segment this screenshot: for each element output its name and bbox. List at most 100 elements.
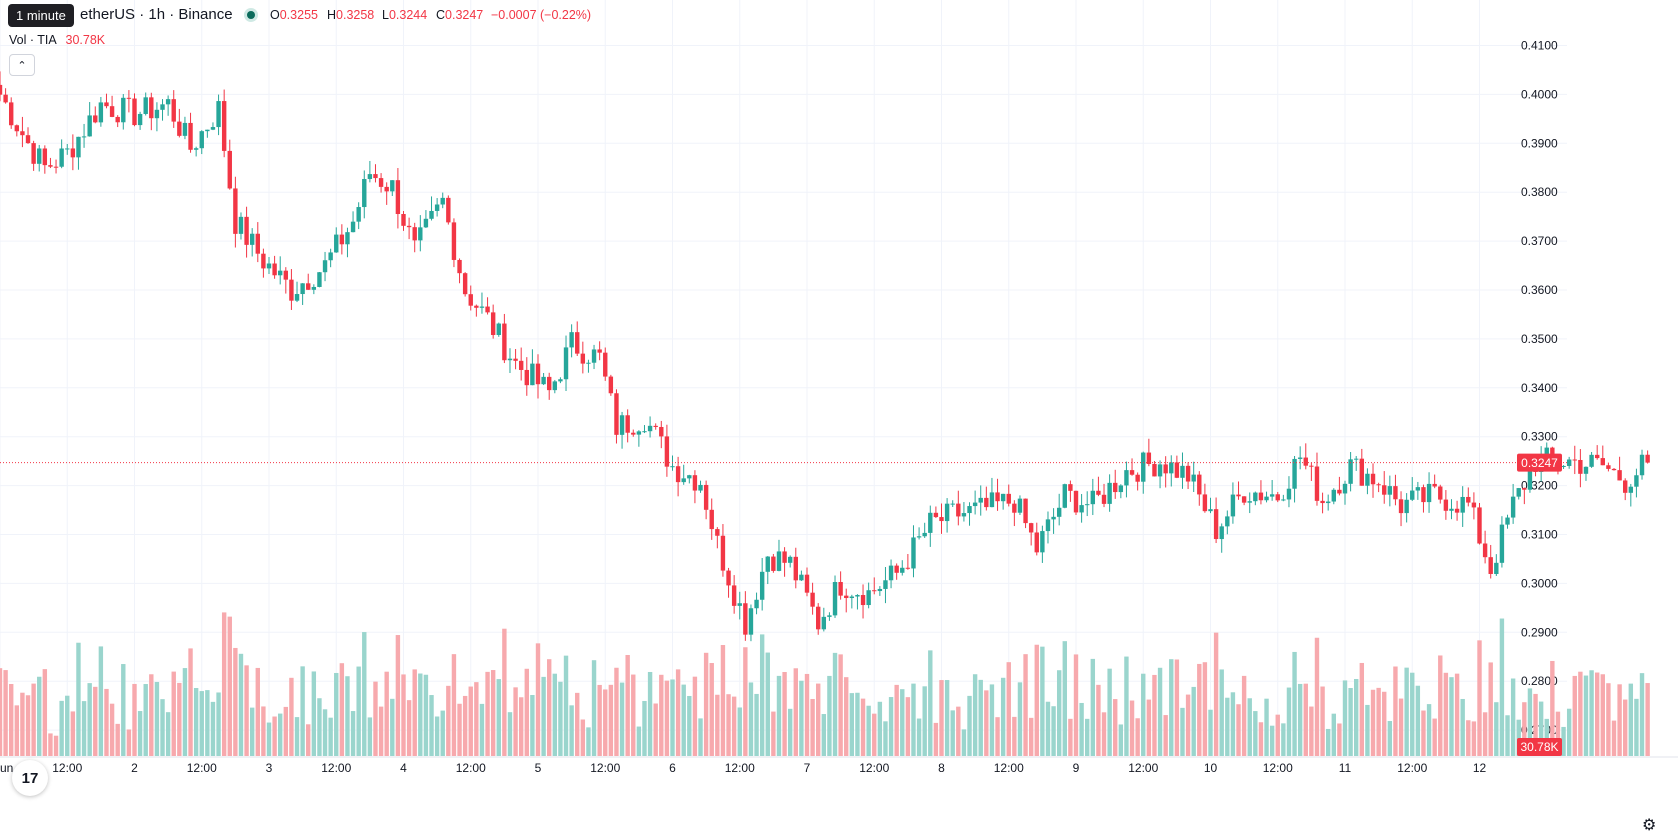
volume-legend: Vol · TIA 30.78K <box>9 33 105 47</box>
y-tick-label: 0.4100 <box>1521 39 1558 53</box>
candle-body <box>1583 466 1589 474</box>
candle-body <box>1645 454 1650 463</box>
volume-bar <box>1471 721 1477 756</box>
volume-bar <box>1163 715 1168 756</box>
candle-body <box>0 84 3 95</box>
volume-bar <box>1325 728 1331 756</box>
candle-body <box>227 150 232 189</box>
volume-bar <box>816 683 821 756</box>
volume-bar <box>631 674 636 756</box>
candle-body <box>9 102 14 126</box>
candle-body <box>1286 488 1292 500</box>
candle-body <box>490 312 496 335</box>
candle-body <box>182 122 188 136</box>
candle-body <box>1617 470 1622 481</box>
candle-body <box>401 214 406 226</box>
volume-bar <box>378 706 384 756</box>
candle-body <box>1611 468 1617 471</box>
volume-bar <box>776 675 782 756</box>
candle-body <box>670 466 675 468</box>
x-tick-label: 12:00 <box>187 761 217 775</box>
volume-bar <box>490 670 496 756</box>
candle-body <box>345 232 350 245</box>
volume-bar <box>1561 726 1566 756</box>
candle-body <box>1415 487 1421 491</box>
tradingview-logo-icon[interactable]: 17 <box>12 760 48 796</box>
market-status-icon <box>247 11 255 19</box>
candle-body <box>1180 465 1185 478</box>
candle-body <box>759 571 765 600</box>
volume-bar <box>412 669 417 756</box>
candle-body <box>418 227 423 241</box>
volume-bar <box>1354 678 1359 756</box>
candle-body <box>1269 494 1275 497</box>
volume-bar <box>1085 718 1090 756</box>
candle-body <box>1606 465 1611 469</box>
volume-bar <box>877 701 883 756</box>
candle-body <box>65 148 70 150</box>
candle-body <box>1012 503 1017 513</box>
candle-body <box>137 113 143 126</box>
volume-bar <box>972 674 978 756</box>
volume-bar <box>1443 672 1449 756</box>
candle-body <box>20 131 25 136</box>
volume-bar <box>1213 632 1219 756</box>
interval-tooltip: 1 minute <box>8 4 74 27</box>
volume-bar <box>165 712 171 756</box>
current-volume-badge <box>1517 738 1562 756</box>
volume-bar <box>126 729 132 756</box>
y-tick-label: 0.3700 <box>1521 234 1558 248</box>
candle-body <box>507 358 513 361</box>
volume-bar <box>575 692 580 756</box>
volume-bar <box>81 701 87 756</box>
volume-bar <box>1398 698 1404 756</box>
gear-icon[interactable]: ⚙ <box>1642 817 1657 834</box>
candle-body <box>804 574 810 593</box>
volume-bar <box>462 695 468 756</box>
volume-bar <box>1236 704 1241 756</box>
candle-body <box>1628 486 1634 493</box>
candle-body <box>1359 458 1365 486</box>
candle-body <box>423 218 429 228</box>
candle-body <box>653 425 658 427</box>
candle-body <box>776 551 782 571</box>
volume-bar <box>748 682 754 756</box>
volume-bar <box>1538 701 1544 756</box>
volume-bar <box>1264 698 1269 756</box>
collapse-legend-button[interactable]: ⌃ <box>9 54 35 76</box>
candle-body <box>1510 496 1516 518</box>
volume-bar <box>395 635 401 756</box>
candle-body <box>1062 484 1067 508</box>
change-value: −0.0007 (−0.22%) <box>491 8 592 22</box>
candle-body <box>149 97 154 119</box>
candle-body <box>390 180 395 192</box>
volume-bar <box>434 716 440 756</box>
candle-body <box>1376 484 1381 486</box>
candle-body <box>524 369 529 386</box>
candle-body <box>1174 462 1180 478</box>
candle-body <box>1191 474 1196 482</box>
volume-bar <box>995 717 1000 756</box>
volume-bar <box>1505 715 1510 756</box>
volume-bar <box>160 699 165 756</box>
volume-bar <box>1628 683 1634 756</box>
candle-body <box>378 178 384 187</box>
symbol-title[interactable]: etherUS · 1h · Binance <box>80 6 233 23</box>
candle-body <box>126 97 132 99</box>
candle-body <box>14 125 20 132</box>
volume-bar <box>367 717 373 756</box>
volume-bar <box>76 642 81 756</box>
candle-body <box>748 608 754 635</box>
candle-body <box>547 376 552 391</box>
candle-body <box>154 109 160 119</box>
candle-body <box>356 207 361 222</box>
volume-bar <box>698 718 703 756</box>
candle-body <box>558 379 563 382</box>
volume-bar <box>87 683 92 756</box>
volume-bar <box>759 634 765 756</box>
candle-body <box>844 595 849 599</box>
volume-bar <box>1449 677 1454 756</box>
volume-bar <box>1522 702 1527 756</box>
candle-body <box>1253 492 1258 502</box>
